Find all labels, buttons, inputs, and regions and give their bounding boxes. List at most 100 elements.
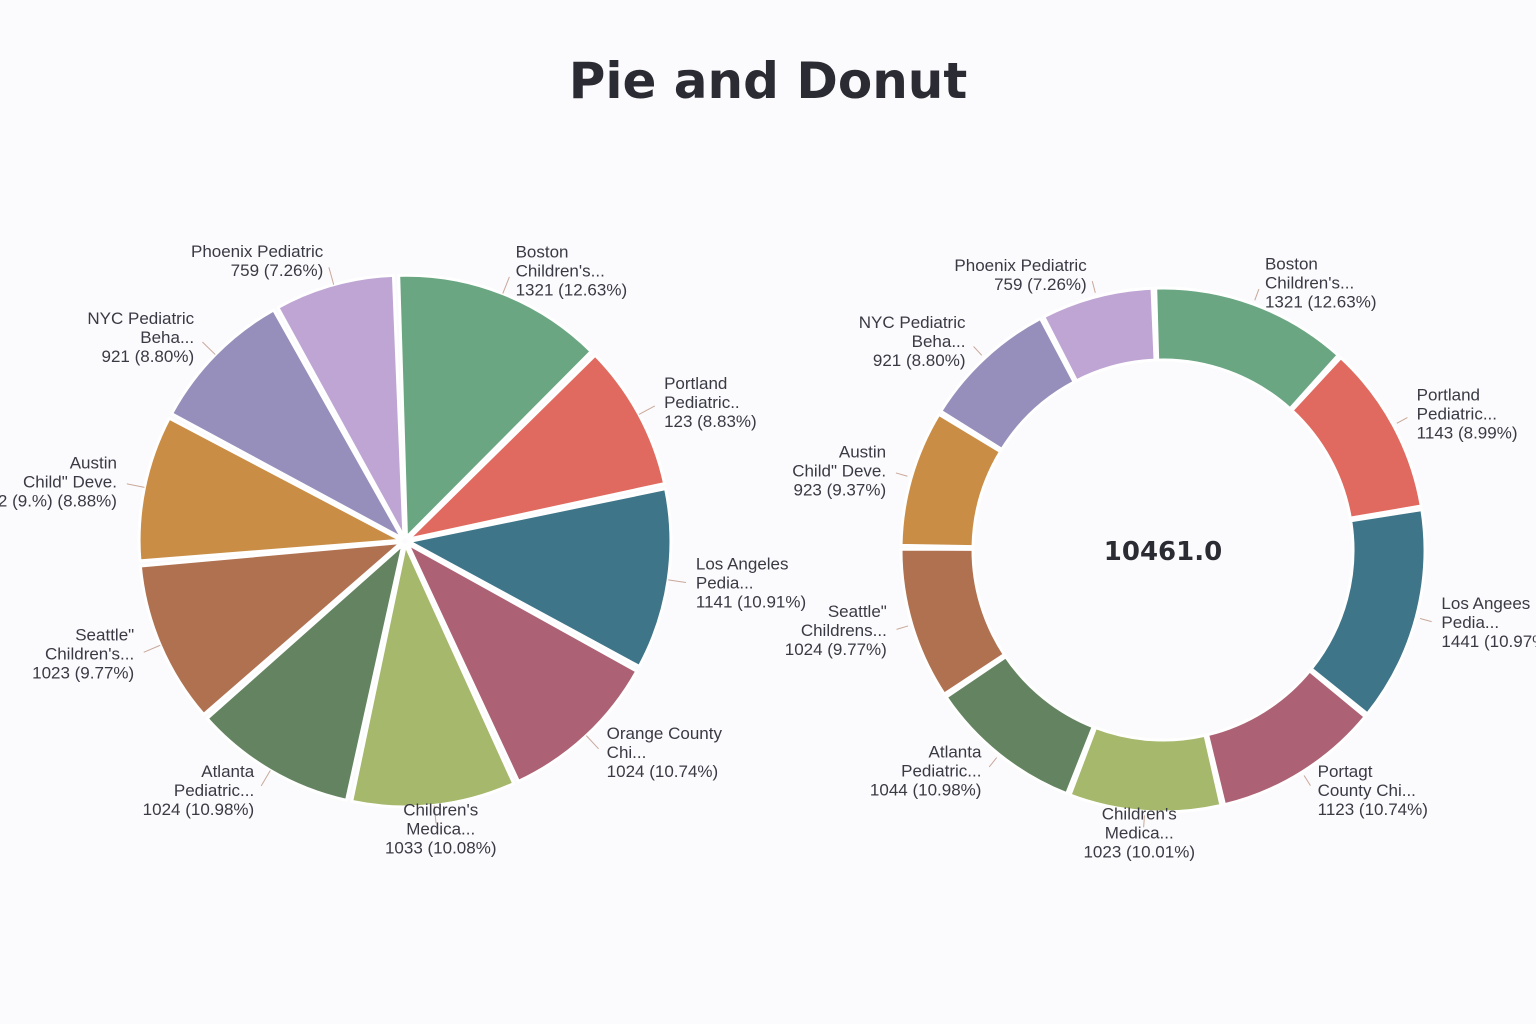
leader-line [502, 276, 510, 294]
slice-name-label: Pedia... [1441, 613, 1499, 632]
slice-name-label: Children's... [516, 261, 605, 280]
leader-line [328, 267, 335, 285]
slice-value-label: 1024 (9.77%) [785, 640, 887, 659]
donut-slice[interactable] [1206, 669, 1367, 807]
slice-name-label: Children's... [1265, 273, 1354, 292]
slice-value-label: 1321 (12.63%) [1265, 292, 1377, 311]
chart-title: Pie and Donut [568, 52, 968, 110]
slice-name-label: Chi... [607, 743, 647, 762]
pie-slice[interactable] [350, 543, 516, 809]
slice-value-label: 759 (7.26%) [231, 261, 324, 280]
slice-name-label: Phoenix Pediatric [191, 242, 324, 261]
leader-line [668, 579, 687, 584]
pie-slice[interactable] [397, 273, 593, 539]
leader-line [126, 483, 145, 488]
slice-name-label: Seattle" [828, 602, 887, 621]
leader-line [896, 625, 909, 630]
slice-name-label: NYC Pediatric [859, 313, 966, 332]
slice-name-label: Child" Deve. [23, 473, 117, 492]
leader-line [1419, 618, 1432, 623]
slice-name-label: Los Angees [1441, 594, 1530, 613]
slice-name-label: Seattle" [75, 626, 134, 645]
donut-slice[interactable] [944, 655, 1095, 796]
pie-slice[interactable] [170, 308, 404, 540]
slice-name-label: Childrens... [801, 621, 887, 640]
slice-value-label: 1321 (12.63%) [516, 280, 628, 299]
slice-name-label: Pediatric.. [664, 393, 740, 412]
slice-name-label: Children's [403, 800, 478, 819]
slice-name-label: Austin [70, 454, 117, 473]
leader-line [1254, 288, 1260, 301]
pie-slice[interactable] [406, 542, 639, 783]
slice-name-label: Beha... [912, 332, 966, 351]
slice-name-label: Medica... [406, 819, 475, 838]
slice-name-label: Child" Deve. [792, 461, 886, 480]
donut-slice[interactable] [1309, 508, 1427, 716]
slice-name-label: Boston [1265, 254, 1318, 273]
slice-value-label: 1123 (10.74%) [1318, 800, 1428, 819]
slice-value-label: 1143 (8.99%) [1417, 424, 1518, 443]
slice-name-label: Phoenix Pediatric [954, 256, 1087, 275]
leader-line [973, 346, 983, 356]
slice-name-label: Pedia... [696, 573, 754, 592]
slice-name-label: Portagt [1318, 762, 1373, 781]
pie-slice[interactable] [276, 273, 406, 539]
donut-slice[interactable] [1290, 356, 1423, 520]
slice-name-label: Pediatric... [1417, 405, 1497, 424]
slice-name-label: Beha... [140, 328, 194, 347]
slice-name-label: Portland [1417, 386, 1480, 405]
slice-name-label: Medica... [1105, 823, 1174, 842]
pie-slice[interactable] [205, 542, 405, 802]
leader-line [260, 770, 271, 787]
slice-value-label: 123 (8.83%) [664, 412, 757, 431]
leader-line [585, 735, 599, 750]
slice-name-label: Orange County [607, 724, 723, 743]
slice-value-label: 1023 (9.77%) [32, 664, 134, 683]
leader-line [1303, 775, 1311, 786]
leader-line [202, 341, 216, 355]
leader-line [433, 805, 437, 824]
slice-name-label: Los Angeles [696, 554, 789, 573]
slice-value-label: 1044 (10.98%) [870, 781, 982, 800]
slice-name-label: Children's... [45, 645, 134, 664]
slice-value-label: 1441 (10.97%) [1441, 632, 1536, 651]
slice-name-label: Atlanta [201, 762, 254, 781]
leader-line [988, 757, 998, 768]
donut-slice[interactable] [1068, 726, 1223, 814]
slice-value-label: 1023 (10.01%) [1083, 842, 1195, 861]
leader-line [143, 644, 161, 653]
leader-line [638, 405, 656, 415]
slice-value-label: 1141 (10.91%) [696, 592, 806, 611]
pie-slice[interactable] [407, 353, 667, 541]
slice-name-label: County Chi... [1318, 781, 1416, 800]
slice-name-label: Portland [664, 374, 727, 393]
pie-slice[interactable] [138, 541, 403, 717]
donut-center-total: 10461.0 [1104, 537, 1222, 567]
leader-line [895, 472, 908, 477]
slice-name-label: Atlanta [929, 743, 982, 762]
slice-value-label: 921 (8.80%) [102, 347, 195, 366]
slice-name-label: Children's [1102, 804, 1177, 823]
donut-slice[interactable] [899, 412, 1002, 549]
slice-name-label: Pediatric... [901, 762, 981, 781]
slice-value-label: 1033 (10.08%) [385, 838, 497, 857]
donut-slice[interactable] [1154, 286, 1340, 411]
donut-slice[interactable] [939, 316, 1076, 451]
slice-value-label: 923 (9.37%) [794, 480, 887, 499]
slice-value-label: 922 (9.%) (8.88%) [0, 492, 117, 511]
slice-value-label: 1024 (10.74%) [607, 762, 719, 781]
slice-value-label: 1024 (10.98%) [143, 800, 255, 819]
slice-name-label: Austin [839, 442, 886, 461]
donut-slice[interactable] [899, 547, 1006, 696]
leader-line [1091, 281, 1096, 293]
slice-name-label: NYC Pediatric [87, 309, 194, 328]
slice-value-label: 921 (8.80%) [873, 351, 966, 370]
donut-slice[interactable] [1042, 286, 1157, 383]
leader-line [1143, 815, 1145, 828]
pie-slice[interactable] [137, 416, 403, 563]
slice-value-label: 759 (7.26%) [994, 275, 1087, 294]
